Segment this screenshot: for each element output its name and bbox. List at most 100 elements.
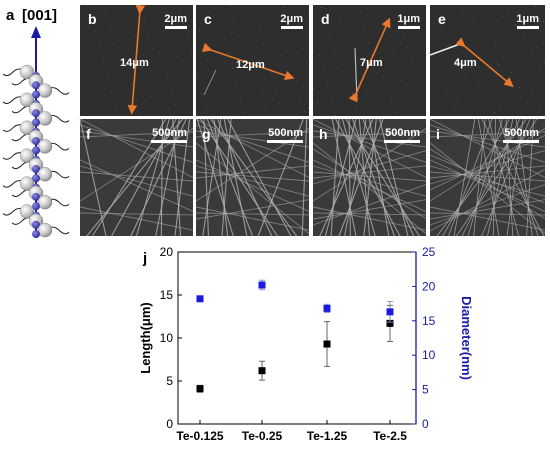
atom	[19, 120, 35, 136]
sem-noise	[461, 11, 462, 12]
axis-atom	[32, 220, 40, 229]
sem-noise	[360, 12, 361, 13]
sem-noise	[433, 14, 434, 15]
sem-noise	[230, 5, 231, 6]
nanowire	[195, 199, 310, 220]
sem-noise	[304, 111, 305, 112]
sem-noise	[302, 48, 303, 49]
nanowire	[195, 131, 310, 138]
nanowire	[195, 142, 310, 235]
sem-noise	[544, 62, 545, 63]
sem-noise	[411, 62, 412, 63]
nanowire	[335, 118, 401, 237]
sem-noise	[154, 111, 155, 112]
left-tick-label: 0	[166, 417, 173, 431]
panel-a-label: a	[6, 7, 15, 24]
direction-label: [001]	[22, 7, 57, 24]
nanowire	[172, 118, 182, 237]
sem-noise	[205, 108, 206, 109]
sem-noise	[401, 80, 402, 81]
sem-noise	[226, 101, 227, 102]
nanowire	[429, 184, 546, 226]
sem-noise	[300, 96, 301, 97]
sem-noise	[201, 93, 202, 94]
sem-noise	[191, 53, 192, 54]
sem-noise	[331, 100, 332, 101]
atom	[37, 222, 53, 238]
nanowire	[429, 134, 546, 191]
sem-noise	[103, 61, 104, 62]
nanowire	[195, 212, 310, 216]
nanowire	[206, 118, 254, 237]
nanowire	[477, 118, 500, 237]
nanowire	[79, 212, 194, 216]
sem-noise	[333, 52, 334, 53]
measure-arrow-b	[127, 4, 146, 115]
sem-noise	[325, 22, 326, 23]
sem-noise	[539, 69, 540, 70]
nanowire	[379, 118, 409, 237]
sem-noise	[498, 64, 499, 65]
scale-bar-label-b: 2μm	[164, 13, 187, 25]
sem-noise	[267, 58, 268, 59]
nanowire	[453, 118, 476, 237]
nanowire	[79, 131, 194, 138]
nanowire	[213, 118, 229, 237]
nanowire	[363, 118, 377, 237]
panel-label-b: b	[88, 11, 97, 27]
nanowire	[174, 118, 191, 237]
measure-label-c: 12μm	[236, 59, 265, 71]
nanowire	[195, 206, 310, 231]
scale-bar-label-g: 500nm	[268, 127, 303, 139]
nanowire	[312, 142, 427, 235]
right-tick-label: 20	[422, 279, 436, 293]
scale-bar-b	[165, 26, 187, 29]
nanowire	[79, 124, 194, 163]
sem-noise	[275, 88, 276, 89]
chart-label: j	[142, 250, 147, 267]
axis-atom	[32, 137, 40, 146]
nanowire	[481, 118, 545, 237]
sem-noise	[391, 98, 392, 99]
sem-noise	[327, 85, 328, 86]
sem-noise	[376, 72, 377, 73]
sem-noise	[339, 19, 340, 20]
sem-noise	[115, 106, 116, 107]
sem-noise	[536, 47, 537, 48]
sem-noise	[234, 20, 235, 21]
sem-noise	[197, 78, 198, 79]
nanowire	[312, 150, 427, 185]
axis-atom	[32, 90, 40, 99]
sem-noise	[183, 23, 184, 24]
nanowire	[195, 171, 310, 182]
nanowire	[429, 148, 546, 219]
sem-noise	[358, 60, 359, 61]
sem-bottom-row: f 500nm g 500nm h 500nm i 500nm	[79, 118, 546, 237]
sem-noise	[265, 106, 266, 107]
right-tick-label: 25	[422, 245, 436, 259]
nanowire	[345, 118, 420, 237]
sem-noise	[113, 43, 114, 44]
sem-noise	[535, 6, 536, 7]
nanowire	[312, 148, 427, 219]
direction-arrowhead	[31, 26, 41, 38]
x-tick-label: Te-0.25	[242, 429, 283, 443]
sem-noise	[148, 33, 149, 34]
nanowire	[338, 118, 384, 237]
nanowire	[210, 118, 298, 237]
sem-noise	[317, 103, 318, 104]
sem-noise	[109, 28, 110, 29]
nanowire	[506, 118, 524, 237]
sem-noise	[323, 70, 324, 71]
sem-noise	[130, 21, 131, 22]
diameter-point	[323, 304, 331, 312]
axis-atom	[32, 146, 40, 155]
sem-noise	[352, 93, 353, 94]
scale-bar-c	[281, 26, 303, 29]
sem-noise	[236, 83, 237, 84]
sem-noise	[111, 91, 112, 92]
axis-atom	[32, 109, 40, 118]
sem-noise	[296, 81, 297, 82]
sem-noise	[523, 39, 524, 40]
right-axis-ticks: 0 5 10 15 20 25	[412, 245, 436, 431]
